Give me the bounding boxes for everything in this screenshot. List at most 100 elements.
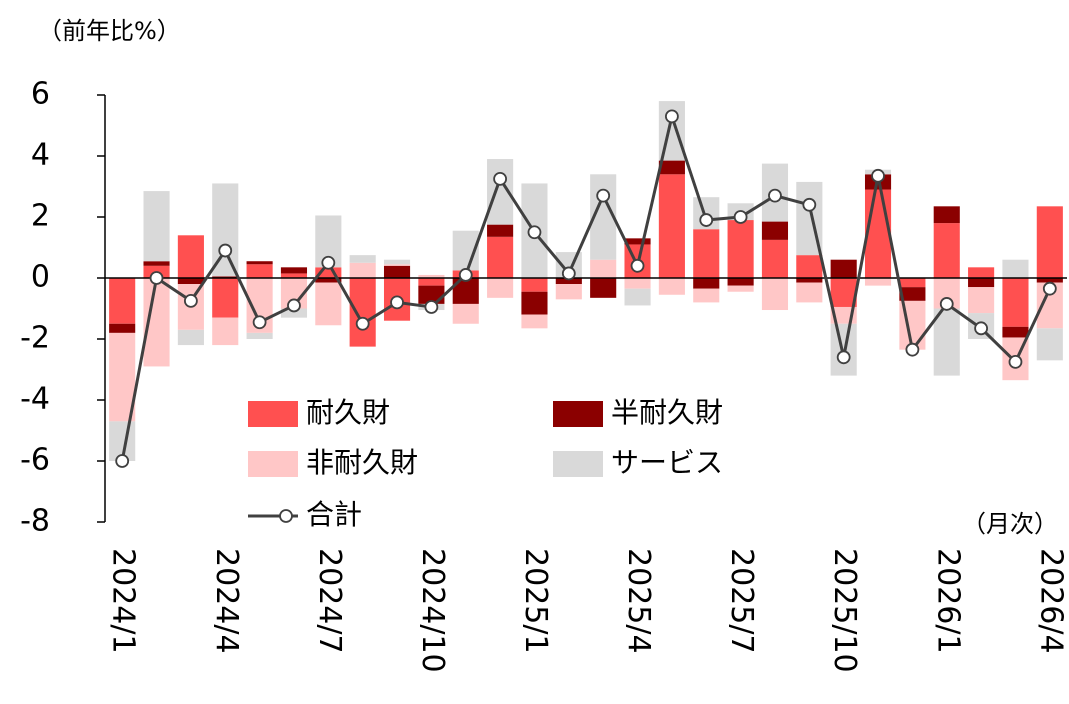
bar-segment: [899, 287, 926, 301]
bar-segment: [177, 329, 204, 346]
total-marker: [355, 316, 370, 331]
legend-swatch: [553, 401, 603, 427]
total-marker: [630, 258, 645, 273]
total-line: [120, 110, 1052, 462]
bar-segment: [968, 287, 995, 314]
bar-segment: [143, 191, 170, 262]
y-axis-title: （前年比%）: [38, 17, 181, 45]
x-axis-note: （月次）: [962, 510, 1058, 538]
bar-segment: [349, 262, 376, 278]
bar-segment: [624, 288, 651, 306]
y-tick-label: 6: [31, 77, 50, 112]
bar-segment: [727, 285, 754, 292]
bar-segment: [315, 278, 342, 283]
bar-segment: [693, 278, 720, 289]
bar-segment: [761, 221, 789, 240]
bar-segment: [933, 206, 960, 224]
total-marker: [390, 295, 404, 310]
bar-segment: [383, 264, 411, 266]
bar-segment: [109, 323, 136, 333]
bar-segment: [280, 267, 308, 274]
bar-segment: [899, 278, 926, 288]
y-tick-label: -6: [20, 443, 50, 478]
bar-segment: [693, 288, 720, 303]
bar-segment: [383, 259, 411, 265]
total-marker: [664, 109, 679, 124]
bar-segment: [1002, 278, 1029, 327]
bar-segment: [590, 278, 617, 298]
bar-segment: [658, 278, 685, 295]
total-marker: [218, 243, 233, 258]
bar-segment: [864, 278, 892, 286]
bar-segment: [246, 261, 273, 265]
total-marker: [939, 297, 954, 311]
x-tick-label: 2024/10: [415, 548, 450, 673]
x-tick-label: 2024/1: [106, 548, 141, 654]
bar-segment: [727, 278, 754, 286]
bar-segment: [418, 274, 445, 278]
bar-segment: [933, 223, 960, 278]
total-marker: [424, 300, 439, 314]
total-marker: [252, 315, 267, 330]
bar-segment: [349, 255, 376, 263]
bar-segment: [487, 224, 514, 237]
x-tick-label: 2025/10: [827, 548, 862, 673]
bar-segment: [830, 259, 857, 278]
total-marker: [1008, 354, 1023, 369]
total-marker: [596, 188, 611, 203]
bar-segment: [1036, 278, 1063, 283]
bar-segment: [521, 291, 548, 315]
x-tick-label: 2025/4: [621, 548, 656, 654]
bar-segment: [555, 284, 582, 300]
total-marker: [836, 350, 851, 365]
bar-segment: [761, 239, 789, 278]
total-marker: [183, 293, 198, 308]
bar-segment: [727, 220, 754, 278]
total-marker: [561, 266, 576, 281]
x-tick-label: 2025/7: [724, 548, 759, 654]
x-tick-label: 2025/1: [518, 548, 553, 654]
bar-segment: [246, 264, 273, 278]
bars: [109, 101, 1063, 461]
bar-segment: [315, 282, 342, 326]
bar-segment: [796, 278, 823, 283]
bar-segment: [349, 278, 376, 347]
legend-label: 非耐久財: [306, 446, 418, 479]
x-tick-label: 2026/4: [1033, 548, 1068, 654]
legend-label: 耐久財: [306, 396, 390, 429]
bar-segment: [864, 189, 892, 278]
bar-segment: [1002, 326, 1029, 338]
bar-segment: [1036, 328, 1063, 361]
bar-segment: [830, 278, 857, 307]
total-marker: [115, 454, 130, 468]
bar-segment: [968, 267, 995, 278]
bar-segment: [933, 308, 960, 376]
bar-segment: [177, 278, 204, 285]
bar-segment: [487, 278, 514, 298]
total-marker: [458, 268, 473, 282]
total-marker: [149, 271, 164, 285]
bar-segment: [521, 278, 548, 292]
y-tick-label: -4: [20, 382, 50, 417]
total-marker: [699, 213, 714, 227]
x-tick-label: 2026/1: [930, 548, 965, 654]
x-tick-label: 2024/7: [312, 548, 347, 654]
bar-segment: [212, 278, 239, 318]
legend-label: 半耐久財: [611, 396, 723, 429]
legend-swatch: [248, 401, 298, 427]
bar-segment: [143, 261, 170, 266]
total-marker: [733, 210, 748, 224]
bar-segment: [555, 278, 582, 285]
y-tick-label: -8: [20, 504, 50, 539]
y-tick-label: 4: [31, 138, 50, 173]
x-tick-label: 2024/4: [209, 548, 244, 654]
total-marker: [768, 188, 782, 203]
bar-segment: [109, 278, 136, 324]
legend-label: 合計: [306, 498, 362, 531]
y-tick-label: -2: [20, 321, 50, 356]
bar-segment: [487, 236, 514, 278]
bar-segment: [1002, 259, 1029, 278]
bar-segment: [968, 278, 995, 288]
total-marker: [527, 225, 542, 240]
